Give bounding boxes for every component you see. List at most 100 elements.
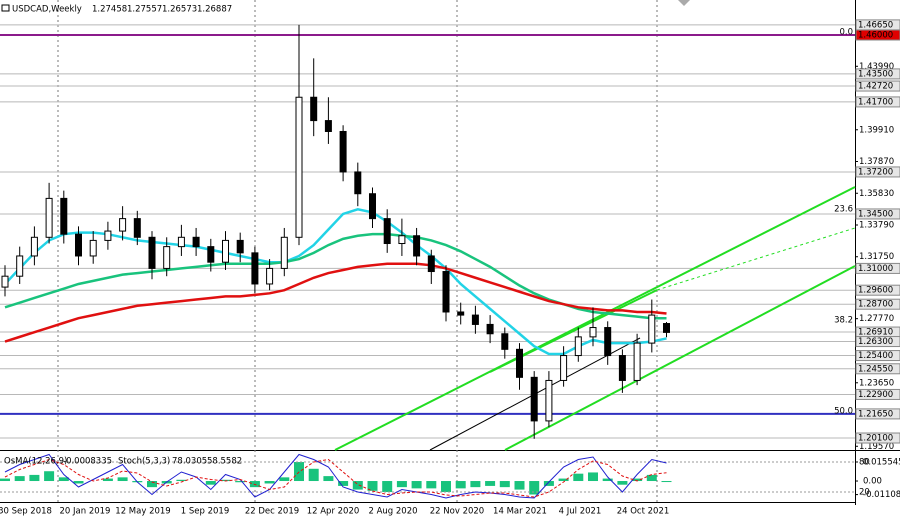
stoch-signal-value: 58.5582 [207, 457, 242, 467]
osma-bar [73, 481, 84, 484]
x-tick-label: 30 Sep 2018 [0, 507, 52, 517]
osma-value: -0.0008335 [63, 457, 112, 467]
candle-body [413, 235, 421, 257]
level-label-box [855, 80, 900, 92]
ohlc-low: 1.26573 [162, 5, 197, 15]
level-label: 1.46650 [858, 20, 893, 30]
osma-bar [514, 481, 525, 490]
osma-bar [205, 481, 216, 485]
stoch-line [4, 453, 667, 499]
osma-bar [411, 481, 422, 489]
y-tick-label: 1.19570 [859, 442, 894, 452]
candle-body [89, 239, 97, 257]
candle-body [222, 239, 229, 263]
candle-body [266, 267, 274, 285]
level-label-box [855, 262, 900, 274]
candle-body [45, 197, 53, 238]
channel-line [504, 265, 856, 451]
osma-bar [367, 481, 378, 491]
osma-bar [499, 481, 510, 488]
level-label-box [855, 432, 900, 444]
candle-body [1, 275, 9, 288]
osma-bar [543, 481, 554, 486]
candle-body [251, 252, 259, 285]
x-tick-label: 22 Nov 2020 [430, 507, 484, 517]
x-tick-label: 22 Dec 2019 [245, 507, 299, 517]
candle-body [604, 327, 612, 357]
candle-body [530, 376, 538, 422]
level-label: 1.20100 [858, 434, 893, 444]
candle-body [60, 197, 68, 235]
osma-bar [29, 474, 40, 482]
x-tick-label: 20 Jan 2019 [60, 507, 111, 517]
stoch-tick-label: 20 [859, 488, 870, 498]
candle-body [324, 120, 332, 132]
indicator [0, 453, 855, 499]
level-label: 1.34500 [858, 209, 893, 219]
candle-body [633, 342, 641, 381]
osma-bar [558, 478, 569, 482]
level-label: 1.31000 [858, 264, 893, 274]
y-tick-label: 1.35830 [859, 189, 894, 199]
x-tick-label: 24 Oct 2021 [617, 507, 670, 517]
osma-bar [235, 481, 246, 483]
candles [1, 24, 670, 439]
candle-body [339, 130, 347, 173]
osma-bar [485, 481, 496, 486]
osma-bar [382, 481, 393, 493]
candle-body [310, 96, 318, 122]
osma-bar [338, 481, 349, 486]
level-label-box [855, 208, 900, 220]
candle-body [207, 246, 215, 263]
osma-name: OsMA(12,26,9) [4, 457, 67, 467]
osma-bar [279, 477, 290, 482]
candle-body [119, 218, 127, 232]
osma-bar [455, 481, 466, 489]
candle-body [398, 235, 406, 245]
level-label: 1.41700 [858, 97, 893, 107]
level-label: 1.28700 [858, 300, 893, 310]
osma-bar [264, 481, 275, 484]
resistance-label: 1.46000 [858, 31, 893, 41]
x-tick-label: 4 Jul 2021 [559, 507, 602, 517]
y-tick-label: 1.27770 [859, 314, 894, 324]
resistance-label-box [855, 29, 900, 41]
osma-bar [573, 473, 584, 482]
level-label: 1.42720 [858, 82, 893, 92]
osma-bar [14, 476, 25, 482]
osma-bar [588, 472, 598, 482]
level-label-box [855, 284, 900, 296]
candle-body [560, 355, 568, 381]
osma-bar [426, 481, 437, 489]
x-tick-label: 2 Aug 2020 [368, 507, 417, 517]
level-label-box [855, 166, 900, 178]
axis: 1.43990 1.39910 1.37870 1.35830 1.33790 1.317… [0, 19, 900, 517]
osma-bar [323, 476, 334, 482]
candle-body [589, 327, 597, 338]
candle-body [442, 271, 450, 313]
moving-averages [4, 207, 667, 356]
moving-average [4, 262, 667, 343]
ohlc-open: 1.27458 [92, 5, 127, 15]
level-label-box [855, 96, 900, 108]
osma-bar [617, 481, 628, 485]
osma-bar [176, 479, 187, 482]
candle-body [369, 193, 376, 220]
osma-bar [396, 481, 407, 488]
level-label: 1.25400 [858, 351, 893, 361]
candle-body [457, 311, 465, 316]
symbol-icon [1, 4, 10, 12]
stoch-name: Stoch(5,3,3) [118, 457, 170, 467]
candle-body [177, 236, 185, 248]
level-label-box [855, 336, 900, 348]
x-tick-label: 12 May 2019 [115, 507, 170, 517]
level-label: 1.26300 [858, 337, 893, 347]
candle-body [574, 336, 582, 357]
fib-label: 0.0 [839, 27, 853, 37]
osma-bar [58, 477, 69, 482]
support-label-box [855, 408, 900, 420]
channel-extension [656, 227, 856, 291]
fib-label: 23.6 [834, 204, 853, 214]
